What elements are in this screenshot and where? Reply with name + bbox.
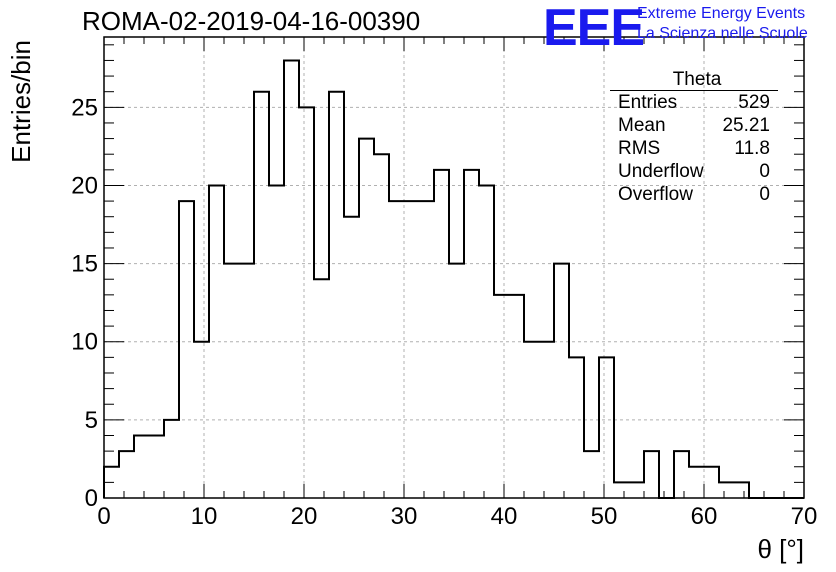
histogram-bin	[734, 482, 749, 498]
stats-title: Theta	[610, 70, 778, 91]
stats-row-underflow: Underflow 0	[610, 160, 778, 183]
x-axis-label: θ [°]	[757, 534, 804, 564]
x-tick-label: 70	[791, 503, 818, 530]
histogram-bin	[359, 139, 374, 498]
histogram-bin	[704, 467, 719, 498]
histogram-bin	[284, 60, 299, 498]
histogram-bin	[374, 154, 389, 498]
histogram-bin	[104, 467, 119, 498]
y-tick-label: 25	[71, 94, 98, 121]
logo-caption: Extreme Energy Events La Scienza nelle S…	[637, 4, 808, 44]
histogram-bin	[149, 435, 164, 498]
histogram-series-theta	[103, 59, 804, 499]
logo-caption-line2: La Scienza nelle Scuole	[637, 25, 808, 42]
histogram-bin	[329, 92, 344, 498]
histogram-bin	[539, 342, 554, 498]
histogram-bin	[494, 295, 509, 498]
stats-label: Overflow	[618, 184, 693, 205]
x-tick-label: 0	[97, 503, 110, 530]
histogram-bin	[194, 342, 209, 498]
histogram-bin	[479, 185, 494, 498]
stats-row-overflow: Overflow 0	[610, 183, 778, 206]
logo-caption-line1: Extreme Energy Events	[637, 5, 806, 22]
histogram-bin	[524, 342, 539, 498]
stats-label: Mean	[618, 115, 666, 136]
y-tick-label: 5	[85, 407, 98, 434]
y-tick-label: 0	[85, 485, 98, 512]
stats-label: Entries	[618, 92, 678, 113]
histogram-bin	[314, 279, 329, 498]
histogram-bin	[224, 264, 239, 498]
chart-title: ROMA-02-2019-04-16-00390	[82, 6, 421, 36]
histogram-bin	[629, 482, 644, 498]
x-tick-label: 10	[191, 503, 218, 530]
histogram-bin	[239, 264, 254, 498]
x-tick-label: 30	[391, 503, 418, 530]
stats-value: 25.21	[722, 115, 770, 136]
eee-logo: EEE	[543, 0, 645, 57]
stats-value: 0	[759, 161, 770, 182]
histogram-bin	[119, 451, 134, 498]
stats-row-mean: Mean 25.21	[610, 114, 778, 137]
histogram-bin	[299, 107, 314, 498]
histogram-bin	[569, 357, 584, 498]
stats-label: RMS	[618, 138, 661, 159]
x-tick-label: 20	[291, 503, 318, 530]
plot-frame	[103, 36, 805, 499]
histogram-bin	[674, 451, 689, 498]
x-tick-label: 40	[491, 503, 518, 530]
y-tick-label: 15	[71, 251, 98, 278]
histogram-bin	[269, 185, 284, 498]
histogram-bin	[419, 201, 434, 498]
stats-row-entries: Entries 529	[610, 91, 778, 114]
histogram-bin	[719, 482, 734, 498]
histogram-bin	[449, 264, 464, 498]
y-tick-label: 20	[71, 172, 98, 199]
stats-value: 0	[759, 184, 770, 205]
histogram-bin	[134, 435, 149, 498]
histogram-bin	[164, 420, 179, 498]
histogram-bin	[614, 482, 629, 498]
histogram-bin	[554, 264, 569, 498]
histogram-bin	[179, 201, 194, 498]
y-axis-label: Entries/bin	[6, 40, 36, 163]
histogram-bin	[689, 467, 704, 498]
stats-label: Underflow	[618, 161, 704, 182]
histogram-bin	[599, 357, 614, 498]
stats-row-rms: RMS 11.8	[610, 137, 778, 160]
histogram-bin	[434, 170, 449, 498]
y-tick-label: 10	[71, 329, 98, 356]
histogram-bin	[464, 170, 479, 498]
histogram-bin	[509, 295, 524, 498]
stats-box: Theta Entries 529 Mean 25.21 RMS 11.8 Un…	[610, 70, 778, 206]
stats-value: 529	[738, 92, 770, 113]
x-tick-label: 60	[691, 503, 718, 530]
histogram-bin	[404, 201, 419, 498]
histogram-bin	[584, 451, 599, 498]
histogram-bin	[389, 201, 404, 498]
histogram-bin	[209, 185, 224, 498]
histogram-bin	[644, 451, 659, 498]
histogram-bin	[344, 217, 359, 498]
x-tick-label: 50	[591, 503, 618, 530]
histogram-bin	[254, 92, 269, 498]
stats-value: 11.8	[734, 138, 770, 159]
